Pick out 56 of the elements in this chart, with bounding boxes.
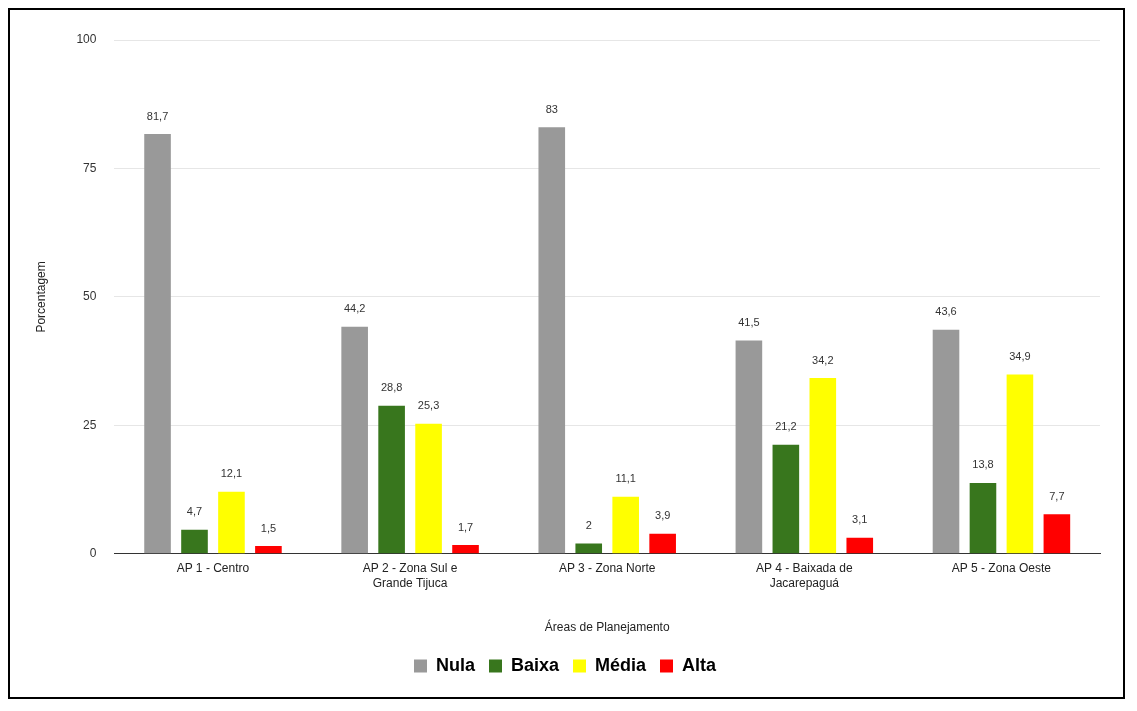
data-label: 12,1: [220, 467, 243, 480]
data-label: 83: [545, 102, 558, 115]
legend-label: Baixa: [510, 654, 560, 675]
y-tick-label: 0: [89, 546, 97, 561]
data-label: 41,5: [738, 316, 760, 329]
bar: [415, 423, 442, 554]
data-label: 4,7: [186, 505, 203, 518]
bar: [452, 545, 479, 554]
y-axis-title: Porcentagem: [33, 261, 48, 333]
bar: [969, 482, 997, 554]
bar: [772, 444, 800, 554]
bar: [538, 127, 566, 554]
bar: [255, 546, 282, 554]
data-label: 1,7: [457, 520, 474, 533]
x-tick-label: AP 1 - Centro: [176, 561, 250, 576]
y-tick-label: 50: [83, 289, 97, 304]
data-label: 7,7: [1049, 489, 1065, 502]
bar: [1006, 374, 1034, 554]
data-label: 13,8: [972, 458, 994, 471]
bar: [181, 529, 208, 554]
data-label: 2: [585, 519, 592, 532]
y-tick-label: 100: [76, 32, 97, 47]
data-label: 11,1: [615, 472, 636, 485]
bar: [575, 543, 603, 554]
data-label: 34,9: [1009, 350, 1031, 363]
bar: [649, 533, 676, 554]
data-label: 81,7: [146, 109, 169, 122]
bar: [809, 378, 837, 554]
legend-label: Alta: [682, 654, 718, 675]
bar: [735, 340, 763, 554]
data-label: 3,1: [852, 513, 868, 526]
x-tick-label: AP 5 - Zona Oeste: [951, 561, 1052, 576]
bar: [218, 491, 245, 554]
x-tick-label: AP 2 - Zona Sul e Grande Tijuca: [362, 561, 458, 590]
legend-label: Média: [595, 654, 648, 675]
bar: [612, 496, 639, 554]
y-tick-label: 75: [83, 160, 97, 175]
y-tick-label: 25: [83, 417, 97, 432]
bar: [378, 405, 405, 554]
data-label: 25,3: [417, 399, 440, 412]
data-label: 21,2: [775, 420, 797, 433]
data-label: 28,8: [380, 381, 403, 394]
x-tick-label: AP 4 - Baixada de Jacarepaguá: [756, 561, 853, 590]
bar: [846, 537, 874, 554]
x-axis-title: Áreas de Planejamento: [544, 619, 670, 635]
legend-label: Nula: [435, 654, 476, 675]
data-label: 3,9: [655, 509, 671, 522]
x-tick-label: AP 3 - Zona Norte: [558, 561, 656, 576]
bar: [932, 329, 960, 554]
data-label: 34,2: [812, 353, 834, 366]
data-label: 43,6: [935, 305, 957, 318]
bar: [341, 326, 368, 554]
data-label: 44,2: [343, 302, 366, 315]
bar: [1043, 514, 1071, 554]
bar: [144, 134, 171, 554]
data-label: 1,5: [260, 521, 277, 534]
